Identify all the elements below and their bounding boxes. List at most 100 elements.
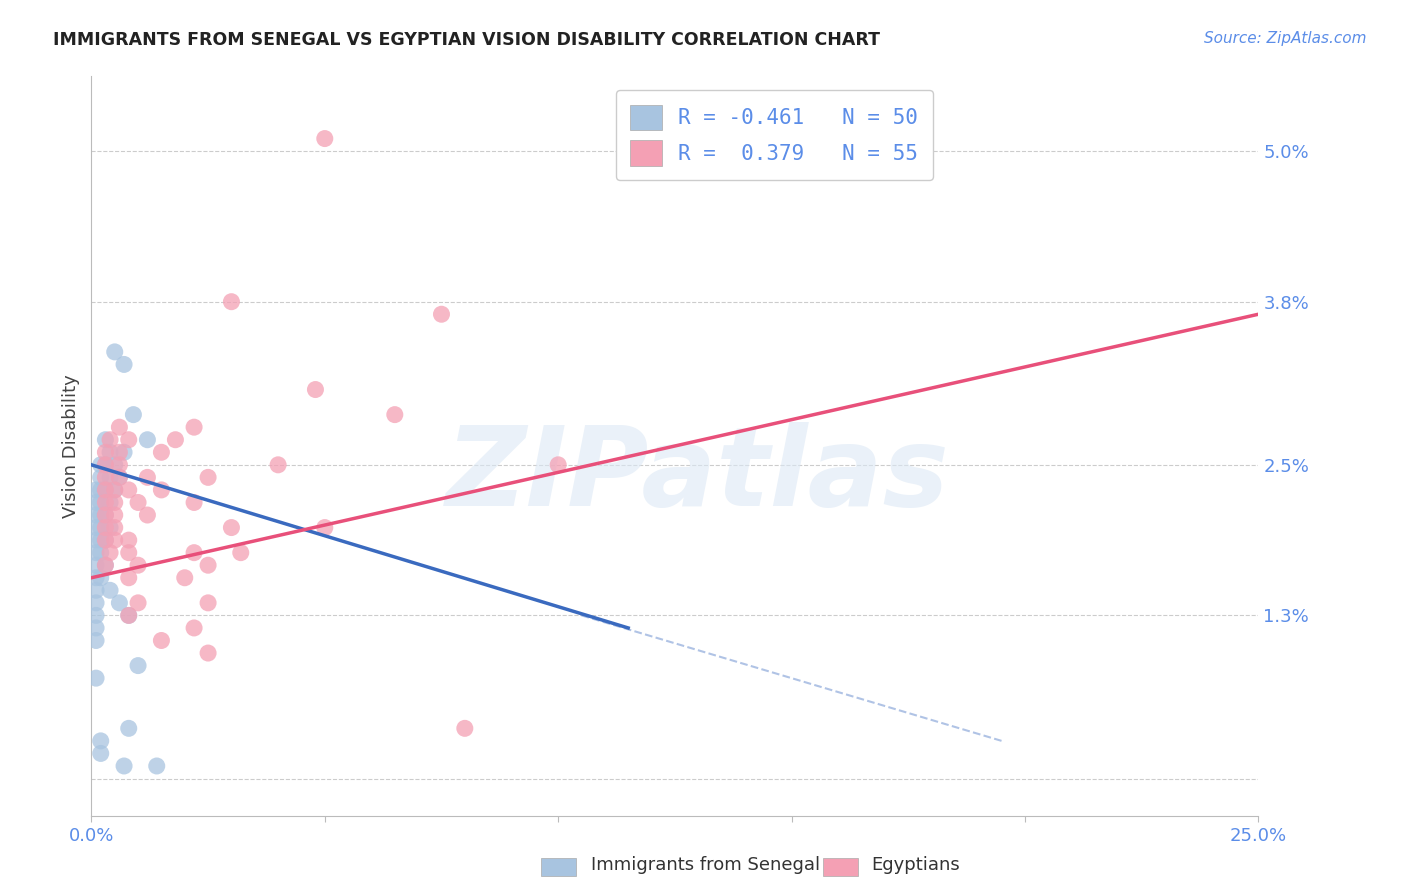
Point <box>430 307 453 321</box>
Point <box>84 608 107 623</box>
Point <box>118 608 141 623</box>
Point <box>197 558 219 573</box>
Point <box>108 470 131 484</box>
Y-axis label: Vision Disability: Vision Disability <box>62 374 80 518</box>
Point <box>150 633 173 648</box>
Point <box>94 533 117 548</box>
Text: Immigrants from Senegal: Immigrants from Senegal <box>591 856 820 874</box>
Point <box>98 583 121 598</box>
Point <box>90 546 112 560</box>
Point <box>90 571 112 585</box>
Point <box>127 658 149 673</box>
Point <box>183 621 205 635</box>
Point <box>94 433 117 447</box>
Point <box>84 546 107 560</box>
Point <box>314 131 336 145</box>
Point <box>136 433 159 447</box>
Point <box>104 458 127 472</box>
Point <box>197 470 219 484</box>
Point <box>127 495 149 509</box>
Point <box>104 495 127 509</box>
Point <box>197 596 219 610</box>
Point <box>94 520 117 534</box>
Point <box>98 470 121 484</box>
Point <box>127 558 149 573</box>
Point <box>84 633 107 648</box>
Point <box>173 571 195 585</box>
Point <box>150 483 173 497</box>
Point <box>183 546 205 560</box>
Point <box>104 520 127 534</box>
Point <box>90 533 112 548</box>
Point <box>547 458 569 472</box>
Point <box>98 520 121 534</box>
Point <box>98 445 121 459</box>
Point <box>108 470 131 484</box>
Point <box>94 495 117 509</box>
Point <box>104 344 127 359</box>
Text: Source: ZipAtlas.com: Source: ZipAtlas.com <box>1204 31 1367 46</box>
Point <box>221 294 243 309</box>
Point <box>84 583 107 598</box>
Point <box>84 483 107 497</box>
Point <box>84 520 107 534</box>
Point <box>183 420 205 434</box>
Point <box>267 458 290 472</box>
Point <box>197 646 219 660</box>
Point <box>118 571 141 585</box>
Point <box>94 470 117 484</box>
Point <box>145 759 167 773</box>
Point <box>84 508 107 522</box>
Point <box>98 495 121 509</box>
Point <box>94 508 117 522</box>
Point <box>90 483 112 497</box>
Point <box>94 458 117 472</box>
Point <box>136 508 159 522</box>
Point <box>183 495 205 509</box>
Text: Egyptians: Egyptians <box>872 856 960 874</box>
Point <box>84 495 107 509</box>
Point <box>229 546 252 560</box>
Point <box>150 445 173 459</box>
Point <box>90 734 112 748</box>
Point <box>90 747 112 761</box>
Point <box>454 722 477 736</box>
Point <box>84 621 107 635</box>
Point <box>94 483 117 497</box>
Point <box>104 533 127 548</box>
Point <box>108 420 131 434</box>
Point <box>84 571 107 585</box>
Point <box>104 483 127 497</box>
Point <box>221 520 243 534</box>
Point <box>94 483 117 497</box>
Point <box>122 408 145 422</box>
Point <box>104 508 127 522</box>
Point <box>108 445 131 459</box>
Point <box>90 470 112 484</box>
Point <box>118 546 141 560</box>
Point <box>94 558 117 573</box>
Point <box>314 520 336 534</box>
Point <box>90 458 112 472</box>
Point <box>108 596 131 610</box>
Point <box>112 358 135 372</box>
Point <box>118 722 141 736</box>
Point <box>98 546 121 560</box>
Point <box>104 483 127 497</box>
Point <box>112 759 135 773</box>
Point <box>165 433 187 447</box>
Point <box>94 558 117 573</box>
Point <box>84 671 107 685</box>
Text: IMMIGRANTS FROM SENEGAL VS EGYPTIAN VISION DISABILITY CORRELATION CHART: IMMIGRANTS FROM SENEGAL VS EGYPTIAN VISI… <box>53 31 880 49</box>
Text: ZIPatlas: ZIPatlas <box>446 422 950 529</box>
Point <box>108 458 131 472</box>
Point <box>94 458 117 472</box>
Point <box>94 445 117 459</box>
Point <box>118 533 141 548</box>
Point <box>94 533 117 548</box>
Point <box>127 596 149 610</box>
Point <box>384 408 406 422</box>
Point <box>118 483 141 497</box>
Point <box>112 445 135 459</box>
Legend: R = -0.461   N = 50, R =  0.379   N = 55: R = -0.461 N = 50, R = 0.379 N = 55 <box>616 90 932 180</box>
